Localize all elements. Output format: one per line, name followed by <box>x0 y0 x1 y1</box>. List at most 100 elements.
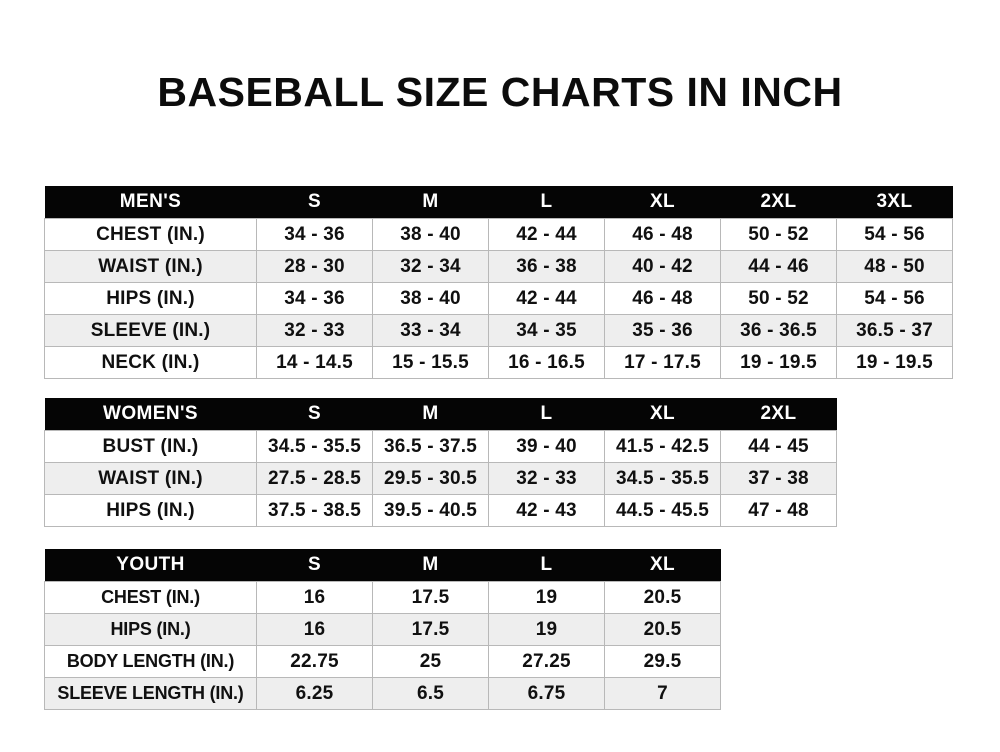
measurement-value: 46 - 48 <box>604 282 721 315</box>
size-column-header-l: L <box>540 403 553 424</box>
measurement-value: 35 - 36 <box>604 314 721 347</box>
measurement-value: 6.5 <box>372 677 489 710</box>
measurement-value: 6.25 <box>256 677 373 710</box>
size-column-header-m: M <box>422 554 439 575</box>
measurement-value: 54 - 56 <box>836 218 953 251</box>
measurement-value: 28 - 30 <box>256 250 373 283</box>
measurement-value: 42 - 44 <box>488 218 605 251</box>
measurement-value: 38 - 40 <box>372 282 489 315</box>
measurement-value: 50 - 52 <box>720 218 837 251</box>
category-header-womens: WOMEN'S <box>103 403 198 424</box>
page-title: BASEBALL SIZE CHARTS IN INCH <box>157 69 843 115</box>
measurement-value: 19 - 19.5 <box>836 346 953 379</box>
measurement-label: CHEST (IN.) <box>44 581 257 614</box>
table-row: HIPS (IN.) 37.5 - 38.5 39.5 - 40.5 42 - 43 4… <box>44 494 837 527</box>
size-column-header-xl: XL <box>649 554 676 575</box>
size-column-header-xl: XL <box>649 191 676 212</box>
measurement-value: 37.5 - 38.5 <box>256 494 373 527</box>
measurement-value: 42 - 44 <box>488 282 605 315</box>
measurement-value: 16 - 16.5 <box>488 346 605 379</box>
size-column-header-l: L <box>540 191 553 212</box>
measurement-value: 17.5 <box>372 581 489 614</box>
measurement-value: 36.5 - 37 <box>836 314 953 347</box>
measurement-label: HIPS (IN.) <box>44 494 257 527</box>
measurement-value: 15 - 15.5 <box>372 346 489 379</box>
measurement-label: CHEST (IN.) <box>44 218 257 251</box>
measurement-label: BUST (IN.) <box>44 430 257 463</box>
measurement-value: 48 - 50 <box>836 250 953 283</box>
category-header-youth: YOUTH <box>116 554 185 575</box>
size-column-header-3xl: 3XL <box>876 191 913 212</box>
table-row: HIPS (IN.) 34 - 36 38 - 40 42 - 44 46 - 48 50… <box>44 282 953 315</box>
measurement-value: 20.5 <box>604 581 721 614</box>
table-header-row: YOUTH S M L XL <box>44 549 721 582</box>
size-column-header-s: S <box>307 191 322 212</box>
measurement-value: 44 - 46 <box>720 250 837 283</box>
measurement-value: 34 - 36 <box>256 282 373 315</box>
table-row: WAIST (IN.) 27.5 - 28.5 29.5 - 30.5 32 - 33… <box>44 462 837 495</box>
measurement-value: 25 <box>372 645 489 678</box>
measurement-value: 16 <box>256 581 373 614</box>
size-column-header-2xl: 2XL <box>760 191 797 212</box>
size-column-header-s: S <box>307 554 322 575</box>
table-row: HIPS (IN.) 16 17.5 19 20.5 <box>44 613 721 646</box>
measurement-value: 16 <box>256 613 373 646</box>
size-column-header-s: S <box>307 403 322 424</box>
measurement-value: 7 <box>604 677 721 710</box>
mens-size-table: MEN'S S M L XL 2XL 3XL CHEST (IN.) 34 - 36 38 - 4… <box>44 186 953 379</box>
table-row: NECK (IN.) 14 - 14.5 15 - 15.5 16 - 16.5 17 … <box>44 346 953 379</box>
measurement-label: NECK (IN.) <box>44 346 257 379</box>
measurement-label: HIPS (IN.) <box>44 282 257 315</box>
measurement-value: 19 <box>488 581 605 614</box>
table-row: CHEST (IN.) 34 - 36 38 - 40 42 - 44 46 - 48 5… <box>44 218 953 251</box>
measurement-value: 47 - 48 <box>720 494 837 527</box>
measurement-label: WAIST (IN.) <box>44 462 257 495</box>
measurement-value: 19 <box>488 613 605 646</box>
table-header-row: WOMEN'S S M L XL 2XL <box>44 398 837 431</box>
measurement-value: 32 - 34 <box>372 250 489 283</box>
measurement-value: 36.5 - 37.5 <box>372 430 489 463</box>
table-row: BUST (IN.) 34.5 - 35.5 36.5 - 37.5 39 - 40 4… <box>44 430 837 463</box>
measurement-value: 19 - 19.5 <box>720 346 837 379</box>
size-column-header-m: M <box>422 191 439 212</box>
measurement-value: 29.5 <box>604 645 721 678</box>
measurement-value: 39.5 - 40.5 <box>372 494 489 527</box>
measurement-value: 39 - 40 <box>488 430 605 463</box>
measurement-value: 34.5 - 35.5 <box>604 462 721 495</box>
measurement-value: 44 - 45 <box>720 430 837 463</box>
measurement-label: WAIST (IN.) <box>44 250 257 283</box>
table-header-row: MEN'S S M L XL 2XL 3XL <box>44 186 953 219</box>
measurement-label: BODY LENGTH (IN.) <box>44 645 257 678</box>
table-row: SLEEVE (IN.) 32 - 33 33 - 34 34 - 35 35 - 36… <box>44 314 953 347</box>
measurement-value: 46 - 48 <box>604 218 721 251</box>
table-row: WAIST (IN.) 28 - 30 32 - 34 36 - 38 40 - 42 4… <box>44 250 953 283</box>
measurement-value: 38 - 40 <box>372 218 489 251</box>
measurement-value: 42 - 43 <box>488 494 605 527</box>
measurement-value: 27.25 <box>488 645 605 678</box>
table-row: CHEST (IN.) 16 17.5 19 20.5 <box>44 581 721 614</box>
size-column-header-l: L <box>540 554 553 575</box>
measurement-label: SLEEVE LENGTH (IN.) <box>44 677 257 710</box>
womens-size-table: WOMEN'S S M L XL 2XL BUST (IN.) 34.5 - 35.5 36.5… <box>44 398 837 527</box>
measurement-value: 34 - 35 <box>488 314 605 347</box>
measurement-value: 6.75 <box>488 677 605 710</box>
size-column-header-xl: XL <box>649 403 676 424</box>
measurement-value: 14 - 14.5 <box>256 346 373 379</box>
category-header-mens: MEN'S <box>119 191 182 212</box>
measurement-value: 41.5 - 42.5 <box>604 430 721 463</box>
measurement-value: 22.75 <box>256 645 373 678</box>
size-column-header-m: M <box>422 403 439 424</box>
measurement-value: 40 - 42 <box>604 250 721 283</box>
measurement-value: 32 - 33 <box>488 462 605 495</box>
measurement-value: 34 - 36 <box>256 218 373 251</box>
measurement-value: 33 - 34 <box>372 314 489 347</box>
measurement-value: 36 - 38 <box>488 250 605 283</box>
table-row: BODY LENGTH (IN.) 22.75 25 27.25 29.5 <box>44 645 721 678</box>
measurement-value: 27.5 - 28.5 <box>256 462 373 495</box>
measurement-value: 34.5 - 35.5 <box>256 430 373 463</box>
measurement-value: 37 - 38 <box>720 462 837 495</box>
youth-size-table: YOUTH S M L XL CHEST (IN.) 16 17.5 19 20.5 HIPS (I… <box>44 549 721 710</box>
measurement-value: 17 - 17.5 <box>604 346 721 379</box>
measurement-value: 32 - 33 <box>256 314 373 347</box>
